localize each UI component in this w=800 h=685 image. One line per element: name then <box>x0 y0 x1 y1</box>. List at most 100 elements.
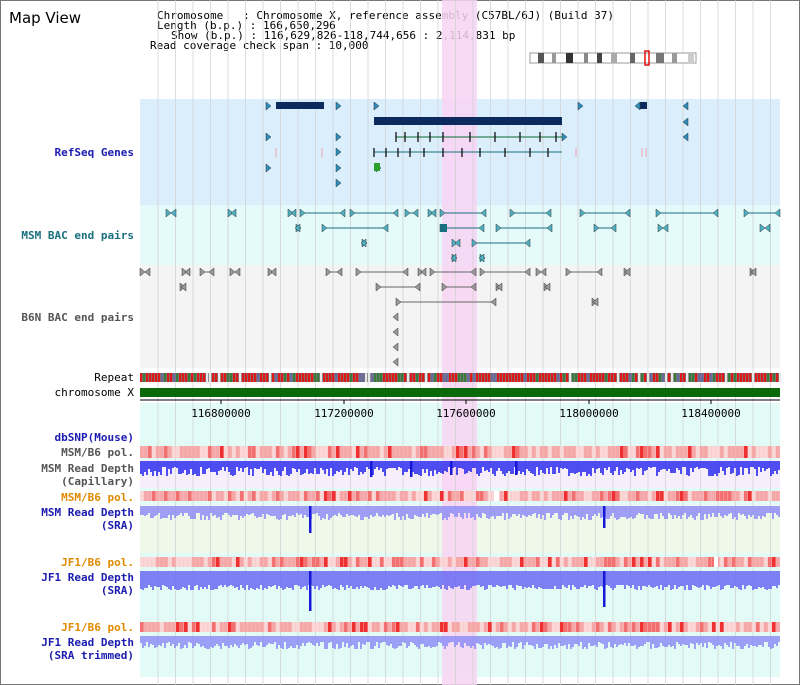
msm-depth-sra-bar <box>432 506 434 514</box>
jf1-depth-trimmed-bar <box>742 636 744 649</box>
msm-b6-pol-1-strip-segment <box>748 446 752 458</box>
msm-depth-sra-bar <box>156 506 158 515</box>
jf1-depth-trimmed-bar <box>448 636 450 643</box>
track-label-msm-b6-pol-1[interactable]: MSM/B6 pol. <box>61 446 134 459</box>
jf1-depth-sra-bar <box>362 571 364 588</box>
msm-b6-pol-2-strip-segment <box>712 491 716 501</box>
msm-depth-capillary-bar <box>680 461 682 474</box>
track-label-jf1-depth-sra[interactable]: JF1 Read Depth (SRA) <box>41 571 134 597</box>
jf1-b6-pol-2-strip-segment <box>296 622 300 632</box>
jf1-depth-sra-bar <box>344 571 346 590</box>
msm-depth-sra-bar <box>244 506 246 516</box>
msm-depth-capillary-bar <box>734 461 736 468</box>
msm-depth-capillary-bar <box>154 461 156 471</box>
msm-b6-pol-1-strip-segment <box>352 446 356 458</box>
msm-depth-capillary-bar <box>308 461 310 474</box>
jf1-b6-pol-2-strip-segment <box>508 622 512 632</box>
jf1-depth-sra-bar <box>764 571 766 589</box>
jf1-b6-pol-1-strip-segment <box>500 557 504 567</box>
msm-depth-capillary-bar <box>168 461 170 469</box>
msm-depth-sra-bar <box>650 506 652 519</box>
repeat-stripe <box>584 373 587 382</box>
track-label-b6n-bac[interactable]: B6N BAC end pairs <box>21 311 134 324</box>
jf1-b6-pol-1-strip-segment <box>292 557 296 567</box>
msm-depth-sra-bar <box>214 506 216 515</box>
repeat-stripe <box>404 373 407 382</box>
jf1-b6-pol-2-strip-segment <box>456 622 460 632</box>
jf1-depth-trimmed-bar <box>642 636 644 646</box>
repeat-stripe <box>416 373 419 382</box>
jf1-b6-pol-1-strip-segment <box>748 557 752 567</box>
jf1-depth-sra-bar <box>190 571 192 590</box>
msm-depth-capillary-bar <box>612 461 614 475</box>
msm-b6-pol-1-strip-segment <box>256 446 260 458</box>
msm-depth-sra-bar <box>208 506 210 520</box>
repeat-stripe <box>365 373 368 382</box>
msm-b6-pol-2-strip-segment <box>472 491 476 501</box>
msm-b6-pol-1-strip-segment <box>752 446 756 458</box>
track-label-jf1-depth-trimmed[interactable]: JF1 Read Depth (SRA trimmed) <box>41 636 134 662</box>
jf1-depth-sra-bar <box>758 571 760 587</box>
msm-depth-capillary-bar <box>316 461 318 474</box>
jf1-b6-pol-2-strip-segment <box>580 622 584 632</box>
track-label-msm-b6-pol-2[interactable]: MSM/B6 pol. <box>61 491 134 504</box>
msm-b6-pol-1-strip-segment <box>208 446 212 458</box>
msm-depth-capillary-bar <box>420 461 422 476</box>
msm-b6-pol-1-strip-segment <box>220 446 224 458</box>
bac-end-arrow <box>496 282 503 292</box>
msm-depth-capillary-bar <box>648 461 650 467</box>
msm-depth-capillary-bar <box>652 461 654 467</box>
msm-depth-sra-bar <box>392 506 394 514</box>
track-label-msm-depth-capillary[interactable]: MSM Read Depth (Capillary) <box>41 462 134 488</box>
msm-b6-pol-2-strip-segment <box>732 491 736 501</box>
jf1-depth-trimmed-bar <box>662 636 664 646</box>
repeat-stripe <box>185 373 188 382</box>
jf1-b6-pol-1-strip-segment <box>560 557 564 567</box>
repeat-stripe <box>428 373 431 382</box>
repeat-stripe <box>317 373 320 382</box>
jf1-b6-pol-1-strip-segment <box>444 557 448 567</box>
msm-b6-pol-1-strip-segment <box>600 446 604 458</box>
track-label-jf1-b6-pol-2[interactable]: JF1/B6 pol. <box>61 621 134 634</box>
jf1-depth-trimmed-bar <box>768 636 770 647</box>
jf1-depth-trimmed-bar <box>212 636 214 648</box>
msm-depth-capillary-bar <box>208 461 210 468</box>
track-label-msm-depth-sra[interactable]: MSM Read Depth (SRA) <box>41 506 134 532</box>
msm-b6-pol-1-strip-segment <box>300 446 304 458</box>
msm-b6-pol-1-strip-segment <box>196 446 200 458</box>
track-label-jf1-b6-pol-1[interactable]: JF1/B6 pol. <box>61 556 134 569</box>
track-label-dbsnp[interactable]: dbSNP(Mouse) <box>54 431 134 444</box>
msm-b6-pol-2-strip-segment <box>640 491 644 501</box>
msm-depth-sra-bar <box>570 506 572 516</box>
jf1-depth-sra-bar <box>410 571 412 589</box>
msm-depth-capillary-bar <box>186 461 188 475</box>
jf1-depth-trimmed-bar <box>726 636 728 645</box>
msm-b6-pol-2-strip-segment <box>400 491 404 501</box>
jf1-depth-trimmed-bar <box>684 636 686 645</box>
msm-depth-sra-bar <box>356 506 358 517</box>
jf1-depth-sra-bar <box>730 571 732 588</box>
track-label-msm-bac[interactable]: MSM BAC end pairs <box>21 229 134 242</box>
jf1-depth-trimmed-bar <box>666 636 668 647</box>
msm-b6-pol-1-strip-segment <box>412 446 416 458</box>
msm-depth-capillary-bar <box>256 461 258 469</box>
jf1-depth-trimmed-bar <box>406 636 408 648</box>
jf1-depth-sra-bar <box>670 571 672 590</box>
jf1-b6-pol-1-strip-segment <box>384 557 388 567</box>
jf1-depth-sra-bar <box>230 571 232 585</box>
jf1-depth-trimmed-bar <box>766 636 768 642</box>
bac-end-arrow <box>349 208 356 218</box>
jf1-b6-pol-1-strip-segment <box>700 557 704 567</box>
msm-depth-capillary-bar <box>706 461 708 469</box>
jf1-depth-trimmed-bar <box>198 636 200 644</box>
jf1-depth-trimmed-bar <box>528 636 530 645</box>
gene-arrow <box>634 101 641 111</box>
jf1-b6-pol-1-strip-segment <box>456 557 460 567</box>
msm-depth-sra-bar <box>376 506 378 513</box>
jf1-depth-trimmed-bar <box>504 636 506 643</box>
track-label-refseq[interactable]: RefSeq Genes <box>54 146 134 159</box>
jf1-b6-pol-1-strip-segment <box>504 557 508 567</box>
msm-b6-pol-2-strip-segment <box>304 491 308 501</box>
jf1-b6-pol-2-strip-segment <box>280 622 284 632</box>
